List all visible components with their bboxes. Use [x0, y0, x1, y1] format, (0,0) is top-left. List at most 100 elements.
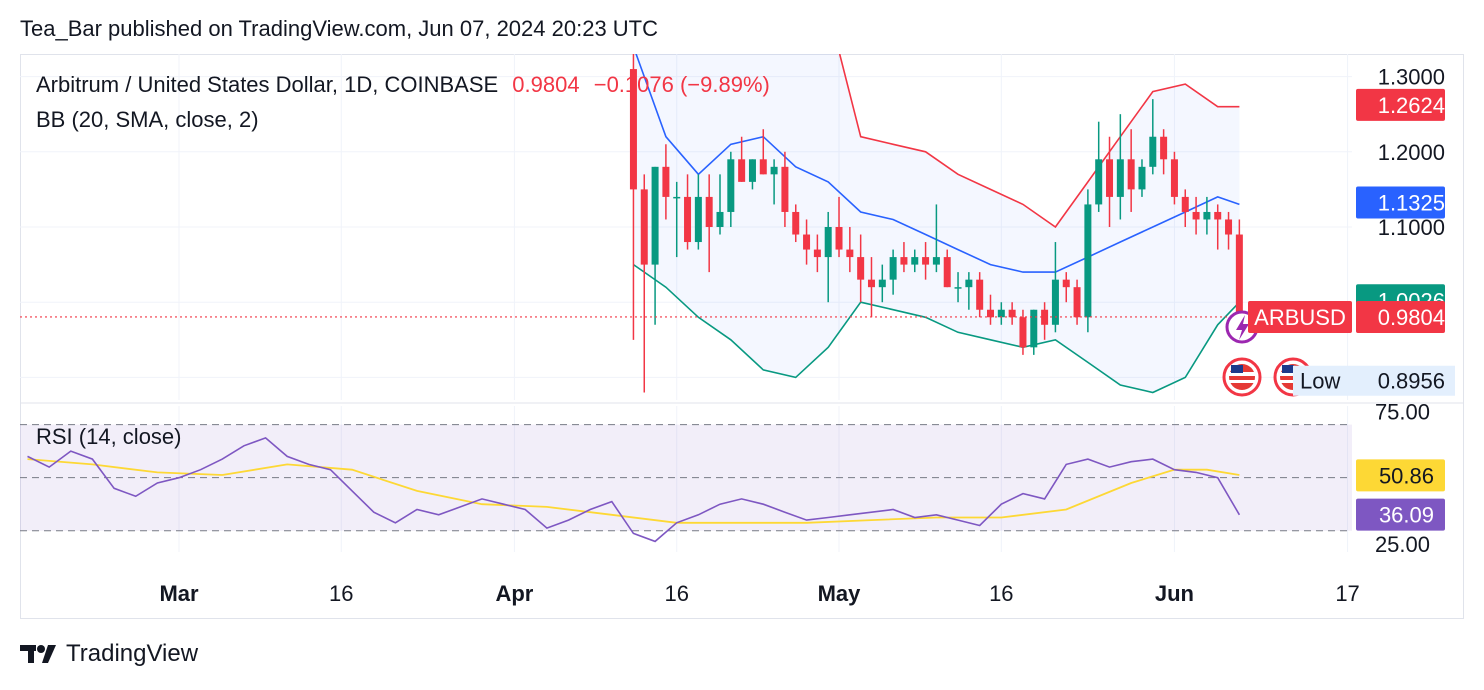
lightning-bolt-icon	[1236, 315, 1249, 340]
candle-body	[1008, 309, 1016, 318]
bb-basis-line	[635, 54, 1240, 273]
candle-body	[1030, 309, 1038, 348]
candle-body	[954, 287, 962, 289]
candle-body	[846, 249, 854, 258]
candle-body	[1181, 196, 1189, 212]
candle-body	[922, 257, 930, 265]
price-tag-label: 1.1325	[1378, 191, 1445, 216]
price-change: −0.1076 (−9.89%)	[593, 72, 770, 97]
candle-body	[1116, 159, 1124, 197]
candle-body	[1019, 317, 1027, 348]
candle-body	[1225, 219, 1233, 235]
candle-body	[1235, 234, 1243, 318]
candle-body	[1051, 279, 1059, 325]
us-flag-canton-icon	[1282, 365, 1294, 373]
y-tick-label: 1.2000	[1378, 140, 1445, 165]
bb-fill	[633, 54, 1240, 393]
rsi-plot-area	[27, 436, 1241, 543]
candle-body	[1041, 309, 1049, 325]
candle-body	[1095, 159, 1103, 205]
candle-body	[1170, 159, 1178, 197]
candle-body	[878, 279, 886, 288]
candle-body	[770, 166, 778, 175]
rsi-value-tag-label: 36.09	[1379, 503, 1434, 528]
rsi-value-tag-bg	[1356, 498, 1445, 531]
candle-body	[987, 309, 994, 318]
x-tick-label: 17	[1335, 581, 1359, 606]
publish-header: Tea_Bar published on TradingView.com, Ju…	[20, 16, 658, 41]
candle-body	[673, 196, 681, 199]
y-tick-label: 1.1000	[1378, 215, 1445, 240]
price-tag-label: 1.2624	[1378, 93, 1445, 118]
candle-body	[1062, 279, 1070, 288]
price-tag-label: 0.9804	[1378, 305, 1445, 330]
candle-body	[824, 227, 832, 258]
rsi-value-tag-bg	[1356, 459, 1445, 492]
rsi-tick-label: 75.00	[1375, 399, 1430, 424]
candle-body	[1084, 204, 1092, 318]
candle-body	[803, 234, 811, 250]
x-tick-label: 16	[664, 581, 688, 606]
candle-body	[781, 166, 789, 212]
candle-body	[1073, 287, 1081, 318]
candle-body	[1203, 211, 1211, 220]
us-flag-stripe-icon	[1229, 380, 1255, 383]
candle-body	[813, 249, 821, 258]
low-tag-value: 0.8956	[1378, 369, 1445, 394]
x-tick-label: 16	[989, 581, 1013, 606]
rsi-value-tag-label: 50.86	[1379, 463, 1434, 488]
price-tag-bg	[1356, 88, 1445, 121]
x-tick-label: Apr	[495, 581, 533, 606]
candle-body	[716, 211, 724, 227]
candle-body	[1127, 159, 1135, 190]
candle-body	[727, 159, 735, 212]
candle-body	[1214, 211, 1222, 220]
price-tag-bg	[1356, 300, 1445, 333]
symbol-tag-bg	[1248, 300, 1352, 333]
bb-lower-line	[632, 263, 1240, 394]
candle-body	[1160, 136, 1168, 160]
low-tag-label: Low	[1300, 369, 1340, 394]
x-tick-label: May	[818, 581, 862, 606]
candle-body	[748, 159, 756, 182]
rsi-legend: RSI (14, close)	[36, 424, 182, 449]
x-tick-label: Jun	[1155, 581, 1194, 606]
us-flag-stripe-icon	[1229, 372, 1255, 376]
low-tag-bg	[1293, 365, 1455, 396]
price-tag-bg	[1356, 186, 1445, 219]
symbol-tag-label: ARBUSD	[1254, 305, 1346, 330]
y-tick-label: 1.3000	[1378, 65, 1445, 90]
candle-body	[640, 189, 648, 265]
bb-upper-line	[838, 54, 1240, 229]
candle-body	[857, 257, 865, 280]
candle-body	[738, 159, 746, 182]
candle-body	[759, 159, 767, 175]
candle-body	[792, 211, 800, 235]
candle-body	[976, 279, 984, 310]
candle-body	[1149, 136, 1157, 167]
candle-body	[932, 257, 940, 265]
tradingview-brand: TradingView	[66, 640, 199, 667]
footer: TradingView	[20, 640, 198, 668]
candle-body	[1138, 166, 1146, 190]
candle-body	[1192, 211, 1200, 220]
last-price: 0.9804	[512, 72, 580, 97]
candle-body	[684, 196, 692, 243]
us-flag-canton-icon	[1231, 365, 1243, 373]
candle-body	[651, 166, 659, 265]
candle-body	[835, 227, 843, 250]
tradingview-logo-icon	[20, 645, 56, 663]
main-plot-area	[629, 54, 1243, 394]
candle-body	[911, 257, 919, 265]
candle-body	[705, 196, 713, 227]
chart-frame	[20, 54, 1464, 619]
symbol-legend: Arbitrum / United States Dollar, 1D, COI…	[36, 72, 770, 98]
x-tick-label: 16	[329, 581, 353, 606]
candle-body	[889, 257, 897, 280]
candle-body	[694, 196, 702, 243]
rsi-line	[27, 436, 1241, 543]
candle-body	[943, 257, 951, 288]
symbol-title: Arbitrum / United States Dollar, 1D, COI…	[36, 72, 499, 97]
rsi-tick-label: 25.00	[1375, 532, 1430, 557]
